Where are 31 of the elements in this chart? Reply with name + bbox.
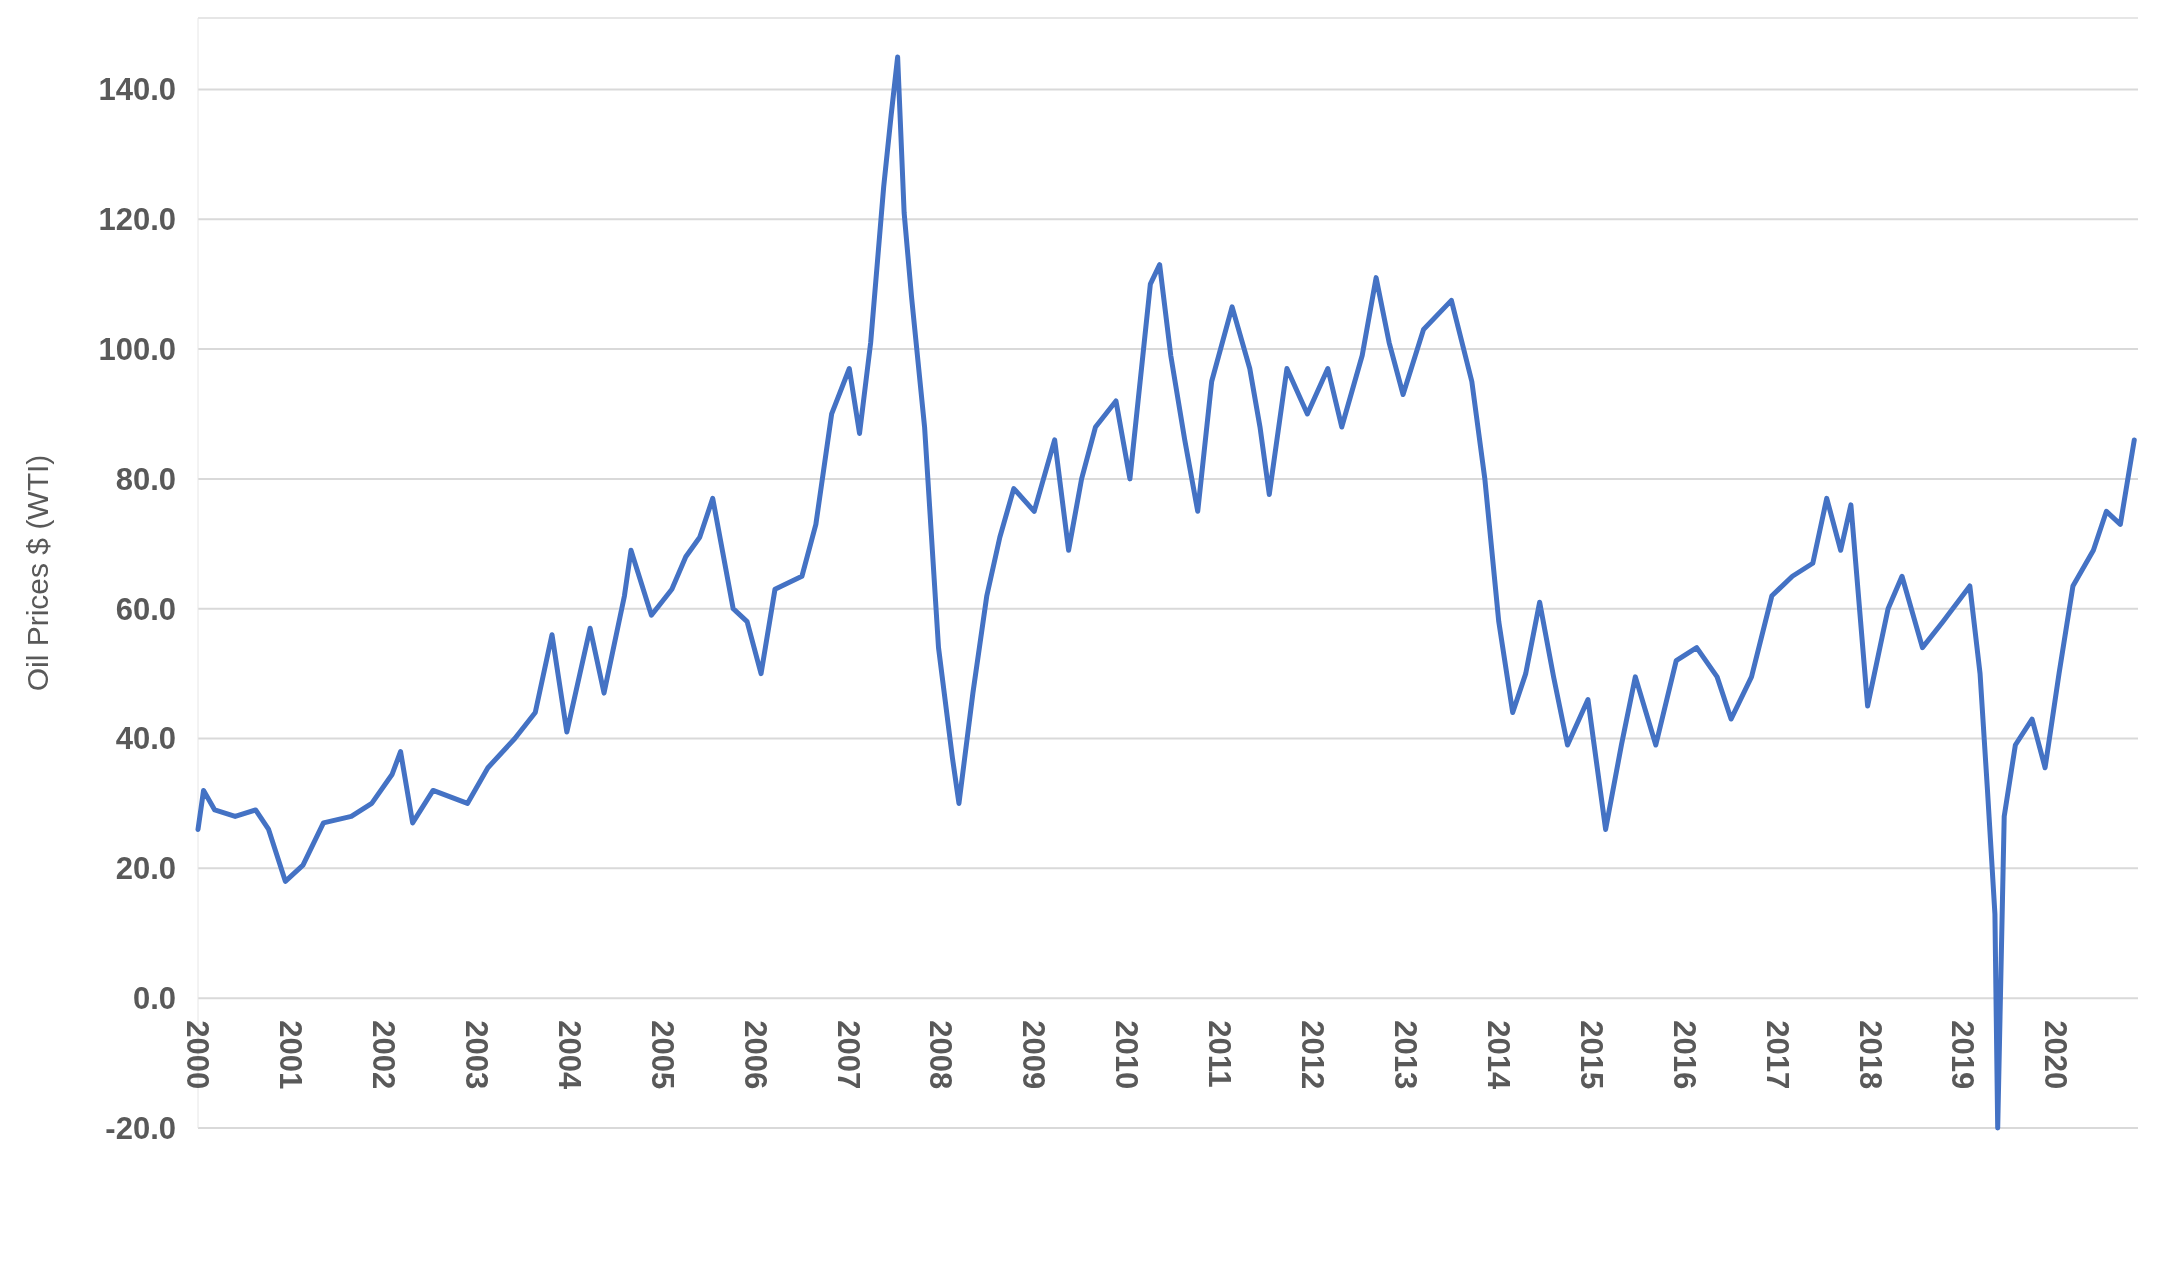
x-tick-label: 2018	[1852, 1020, 1888, 1090]
x-tick-label: 2009	[1016, 1020, 1052, 1090]
x-tick-label: 2011	[1202, 1020, 1238, 1088]
x-tick-label: 2013	[1388, 1020, 1423, 1090]
x-tick-label: 2014	[1480, 1020, 1516, 1090]
y-tick-label: 0.0	[132, 981, 176, 1017]
x-tick-label: 2003	[458, 1020, 494, 1090]
x-tick-label: 2002	[365, 1020, 401, 1090]
x-tick-label: 2016	[1666, 1020, 1702, 1090]
y-tick-label: 80.0	[115, 461, 176, 497]
x-tick-label: 2005	[644, 1020, 680, 1090]
y-tick-label: 40.0	[115, 721, 176, 757]
y-tick-label: -20.0	[105, 1110, 176, 1146]
x-tick-label: 2017	[1759, 1020, 1795, 1090]
x-tick-label: 2015	[1573, 1020, 1609, 1090]
y-tick-label: 120.0	[98, 202, 176, 238]
y-tick-label: 140.0	[98, 72, 176, 108]
x-tick-label: 2008	[923, 1020, 959, 1090]
x-tick-label: 2001	[273, 1020, 309, 1090]
y-axis-title: Oil Prices $ (WTI)	[21, 454, 54, 692]
x-tick-label: 2019	[1945, 1020, 1981, 1090]
x-tick-label: 2007	[830, 1020, 866, 1090]
y-tick-label: 20.0	[115, 851, 176, 887]
x-tick-label: 2006	[737, 1020, 773, 1090]
x-tick-label: 2020	[2038, 1020, 2074, 1090]
x-tick-label: 2000	[180, 1020, 216, 1090]
y-tick-label: 100.0	[98, 331, 176, 367]
x-tick-label: 2004	[551, 1020, 587, 1090]
x-tick-label: 2012	[1295, 1020, 1331, 1090]
x-tick-label: 2010	[1109, 1020, 1145, 1090]
y-tick-label: 60.0	[115, 591, 176, 627]
